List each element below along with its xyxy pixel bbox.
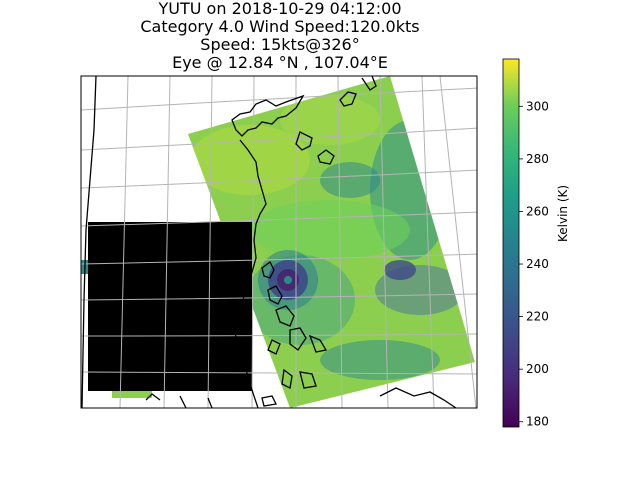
swath-fragment bbox=[81, 260, 91, 274]
colorbar-tick-label: 240 bbox=[526, 257, 549, 271]
colorbar-tick-label: 200 bbox=[526, 362, 549, 376]
colorbar-gradient bbox=[502, 58, 520, 428]
colorbar-tick-label: 280 bbox=[526, 152, 549, 166]
title-line-1: YUTU on 2018-10-29 04:12:00 bbox=[158, 0, 402, 18]
colorbar-label: Kelvin (K) bbox=[556, 184, 570, 242]
graticule bbox=[81, 76, 477, 408]
colorbar-ticks: 180 200 220 240 260 280 300 bbox=[519, 99, 549, 429]
title-line-2: Category 4.0 Wind Speed:120.0kts bbox=[140, 17, 420, 36]
map-frame bbox=[80, 75, 478, 409]
colorbar: 180 200 220 240 260 280 300 bbox=[502, 58, 549, 429]
colorbar-tick-label: 180 bbox=[526, 415, 549, 429]
colorbar-tick-label: 300 bbox=[526, 99, 549, 113]
colorbar-tick-label: 220 bbox=[526, 310, 549, 324]
title-line-3: Speed: 15kts@326° bbox=[200, 35, 360, 54]
typhoon-eye-region bbox=[258, 250, 318, 310]
colorbar-tick-label: 260 bbox=[526, 204, 549, 218]
swath-fragment bbox=[112, 388, 152, 398]
title-line-4: Eye @ 12.84 °N , 107.04°E bbox=[172, 53, 388, 72]
missing-data-region bbox=[88, 222, 252, 391]
coastlines bbox=[81, 76, 457, 408]
